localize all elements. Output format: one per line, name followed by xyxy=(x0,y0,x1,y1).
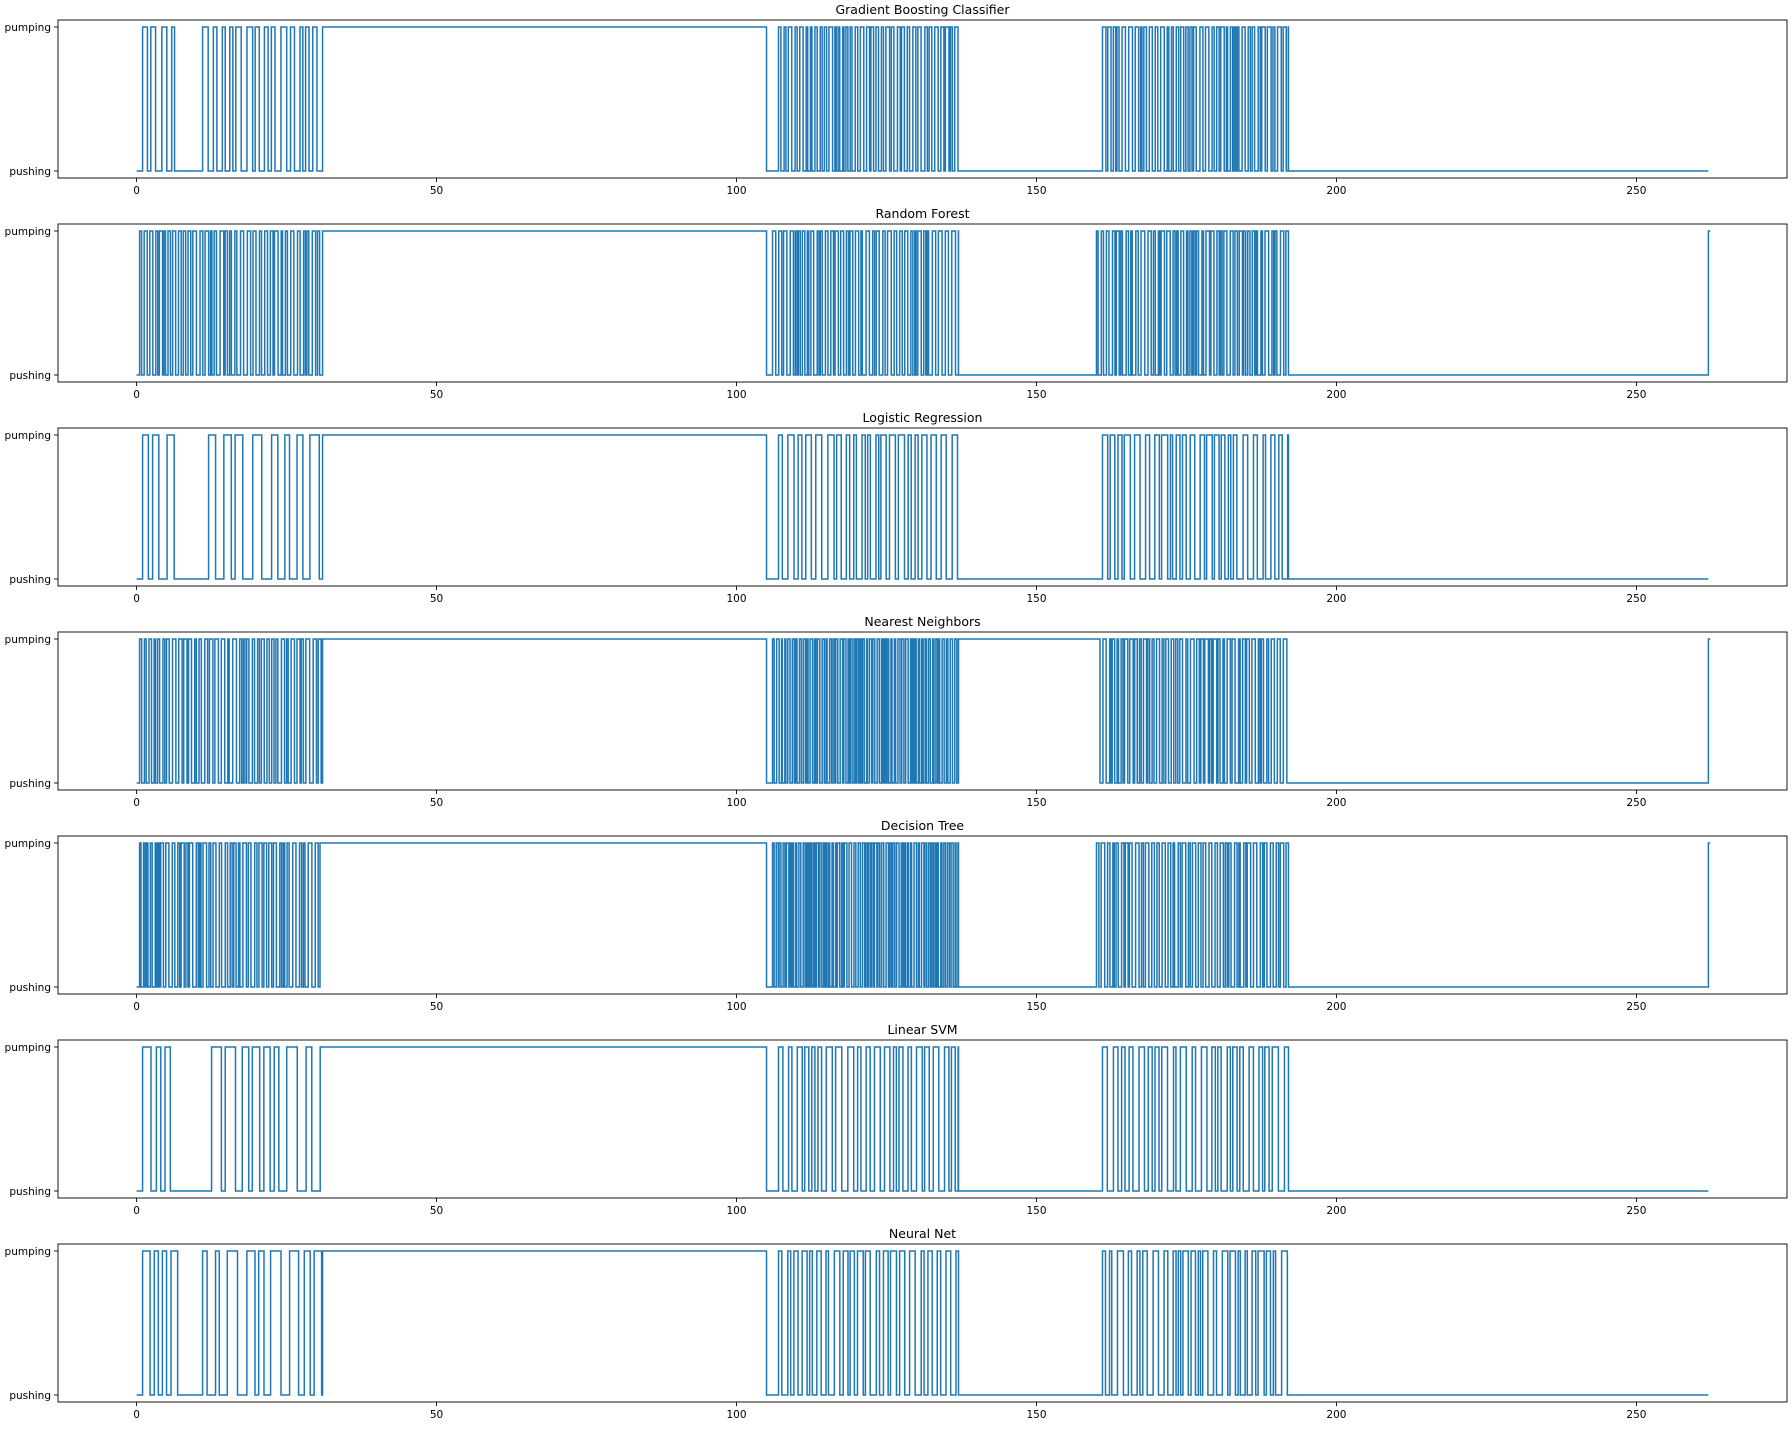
x-tick-label: 100 xyxy=(726,1001,746,1013)
prediction-series-line xyxy=(136,230,1711,376)
axes-frame xyxy=(57,1243,1788,1403)
y-tick-label: pushing xyxy=(9,574,51,586)
x-tick-label: 0 xyxy=(133,389,140,401)
x-tick-label: 50 xyxy=(430,389,443,401)
x-tick-label: 150 xyxy=(1026,389,1046,401)
x-tick-label: 150 xyxy=(1026,797,1046,809)
x-tick-label: 150 xyxy=(1026,185,1046,197)
x-tick-label: 0 xyxy=(133,1001,140,1013)
axes-frame xyxy=(57,427,1788,587)
axes-frame xyxy=(57,1039,1788,1199)
subplot-6: Linear SVM pumping pushing 0 50 100 150 200 250 xyxy=(5,1022,1788,1217)
axes-frame xyxy=(57,223,1788,383)
x-tick-label: 0 xyxy=(133,797,140,809)
x-tick-label: 50 xyxy=(430,1001,443,1013)
subplot-title: Random Forest xyxy=(875,206,969,221)
x-tick-label: 200 xyxy=(1326,1001,1346,1013)
y-tick-label: pushing xyxy=(9,778,51,790)
x-tick-label: 100 xyxy=(726,389,746,401)
x-tick-label: 50 xyxy=(430,1409,443,1421)
subplot-4: Nearest Neighbors pumping pushing 0 50 100 150… xyxy=(5,614,1788,809)
x-tick-label: 50 xyxy=(430,1205,443,1217)
subplot-title: Neural Net xyxy=(889,1226,956,1241)
x-tick-label: 0 xyxy=(133,185,140,197)
subplot-1: Gradient Boosting Classifier pumping pushi… xyxy=(5,2,1788,197)
y-tick-label: pumping xyxy=(5,634,51,646)
y-tick-label: pushing xyxy=(9,166,51,178)
y-tick-label: pushing xyxy=(9,1186,51,1198)
axes-frame xyxy=(57,835,1788,995)
x-tick-label: 250 xyxy=(1626,389,1646,401)
x-tick-label: 150 xyxy=(1026,1409,1046,1421)
y-tick-label: pushing xyxy=(9,982,51,994)
x-tick-label: 100 xyxy=(726,1409,746,1421)
y-tick-label: pumping xyxy=(5,430,51,442)
x-tick-label: 50 xyxy=(430,185,443,197)
axes-frame xyxy=(57,19,1788,179)
y-tick-label: pumping xyxy=(5,226,51,238)
x-tick-label: 0 xyxy=(133,593,140,605)
prediction-series-line xyxy=(136,1250,1709,1396)
axes-frame xyxy=(57,631,1788,791)
x-tick-label: 50 xyxy=(430,797,443,809)
x-tick-label: 200 xyxy=(1326,797,1346,809)
y-tick-label: pumping xyxy=(5,1246,51,1258)
prediction-series-line xyxy=(136,1046,1709,1192)
x-tick-label: 200 xyxy=(1326,593,1346,605)
prediction-series-line xyxy=(136,842,1711,988)
x-tick-label: 100 xyxy=(726,797,746,809)
x-tick-label: 150 xyxy=(1026,593,1046,605)
subplot-title: Logistic Regression xyxy=(863,410,983,425)
x-tick-label: 200 xyxy=(1326,1205,1346,1217)
x-tick-label: 150 xyxy=(1026,1001,1046,1013)
y-tick-label: pumping xyxy=(5,838,51,850)
subplot-title: Decision Tree xyxy=(881,818,965,833)
y-tick-label: pumping xyxy=(5,22,51,34)
subplot-3: Logistic Regression pumping pushing 0 50 100 1… xyxy=(5,410,1788,605)
subplot-5: Decision Tree pumping pushing 0 50 100 150 200 2… xyxy=(5,818,1788,1013)
prediction-series-line xyxy=(136,26,1709,172)
x-tick-label: 150 xyxy=(1026,1205,1046,1217)
x-tick-label: 50 xyxy=(430,593,443,605)
prediction-series-line xyxy=(136,434,1709,580)
x-tick-label: 100 xyxy=(726,593,746,605)
x-tick-label: 250 xyxy=(1626,1409,1646,1421)
prediction-series-line xyxy=(136,638,1711,784)
x-tick-label: 200 xyxy=(1326,389,1346,401)
y-tick-label: pushing xyxy=(9,370,51,382)
y-tick-label: pushing xyxy=(9,1390,51,1402)
x-tick-label: 200 xyxy=(1326,185,1346,197)
y-tick-label: pumping xyxy=(5,1042,51,1054)
subplot-title: Gradient Boosting Classifier xyxy=(835,2,1010,17)
x-tick-label: 250 xyxy=(1626,1205,1646,1217)
subplot-2: Random Forest pumping pushing 0 50 100 150 200 2… xyxy=(5,206,1788,401)
x-tick-label: 0 xyxy=(133,1409,140,1421)
subplot-7: Neural Net pumping pushing 0 50 100 150 200 250 xyxy=(5,1226,1788,1421)
x-tick-label: 100 xyxy=(726,1205,746,1217)
subplot-title: Linear SVM xyxy=(887,1022,957,1037)
x-tick-label: 250 xyxy=(1626,797,1646,809)
x-tick-label: 250 xyxy=(1626,1001,1646,1013)
x-tick-label: 250 xyxy=(1626,185,1646,197)
x-tick-label: 100 xyxy=(726,185,746,197)
x-tick-label: 200 xyxy=(1326,1409,1346,1421)
x-tick-label: 0 xyxy=(133,1205,140,1217)
subplot-title: Nearest Neighbors xyxy=(864,614,980,629)
x-tick-label: 250 xyxy=(1626,593,1646,605)
